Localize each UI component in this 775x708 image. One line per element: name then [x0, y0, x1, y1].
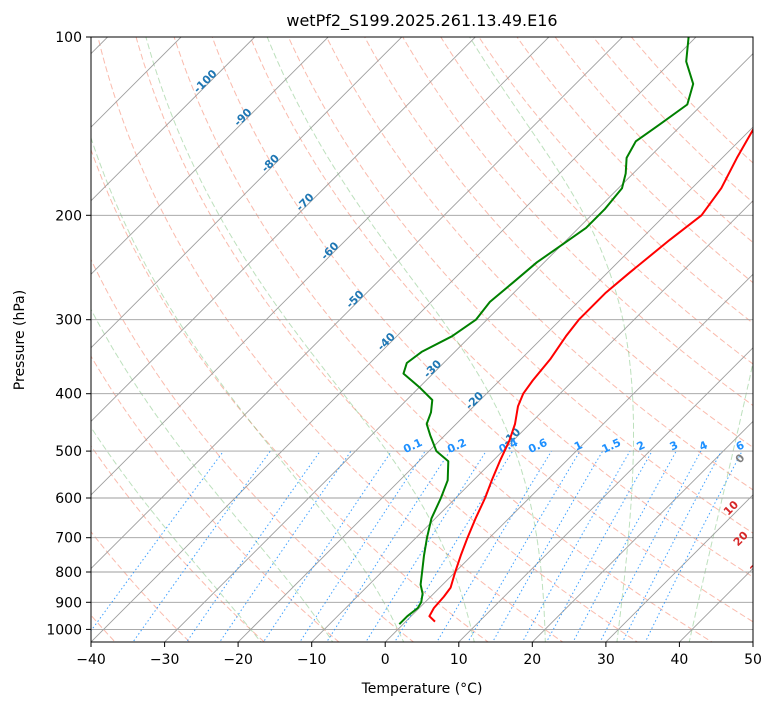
- y-tick-label: 100: [55, 30, 82, 46]
- isotherm-line: [91, 37, 624, 570]
- dry-adiabat: [249, 37, 753, 578]
- y-tick-label: 500: [55, 444, 82, 460]
- background-lines: [91, 37, 753, 642]
- isotherm-line: [531, 420, 753, 642]
- isotherm-line: [163, 52, 753, 642]
- mixing-ratio-line: [132, 450, 271, 642]
- mixing-ratio-line: [545, 450, 653, 642]
- isotherm-line: [91, 37, 403, 349]
- dry-adiabat: [91, 258, 415, 642]
- mixing-ratio-line: [185, 450, 321, 642]
- dry-adiabat: [630, 37, 753, 164]
- dry-adiabat: [91, 531, 191, 642]
- mixing-ratio-line: [436, 450, 552, 642]
- moist-adiabat: [91, 136, 405, 642]
- dry-adiabat: [364, 37, 753, 449]
- mixing-ratio-line: [492, 450, 604, 642]
- dry-adiabat: [287, 37, 753, 534]
- y-tick-label: 700: [55, 531, 82, 547]
- x-tick-label: −20: [223, 652, 253, 668]
- dry-adiabat: [97, 37, 564, 642]
- y-axis-label: Pressure (hPa): [12, 290, 28, 390]
- sounding-profiles: [398, 37, 753, 625]
- isotherm-line: [91, 37, 256, 202]
- y-tick-label: 400: [55, 387, 82, 403]
- y-tick-label: 600: [55, 491, 82, 507]
- axes: −40 −30 −20 −10 0 10 20 30 40 50 100 200 300 400 500 60…: [46, 30, 762, 668]
- isotherm-line: [91, 37, 329, 275]
- y-tick-label: 200: [55, 208, 82, 224]
- dry-adiabat: [91, 148, 489, 642]
- plot-frame: [90, 36, 754, 643]
- x-tick-label: 50: [744, 652, 762, 668]
- temperature-profile: [428, 127, 753, 623]
- mixing-ratio-line: [262, 450, 392, 642]
- y-tick-label: 1000: [46, 622, 82, 638]
- dry-adiabat: [211, 37, 753, 623]
- moist-adiabat-label: 30: [748, 556, 768, 576]
- dry-adiabat: [326, 37, 753, 491]
- isotherm-line: [458, 347, 753, 642]
- x-tick-label: 30: [597, 652, 615, 668]
- dry-adiabat: [91, 355, 340, 642]
- isotherm-line: [311, 200, 753, 642]
- mixing-ratio-line: [299, 450, 426, 642]
- mixing-ratio-line: [219, 450, 352, 642]
- isotherm-line: [91, 37, 697, 642]
- mixing-ratio-line: [467, 450, 581, 642]
- isotherm-line: [91, 37, 476, 422]
- moist-adiabat: [469, 37, 634, 642]
- isotherm-line: [91, 37, 182, 128]
- moist-adiabat: [266, 37, 546, 642]
- dry-adiabat: [554, 37, 753, 244]
- x-tick-label: −30: [150, 652, 180, 668]
- isotherm-line: [384, 273, 753, 642]
- isotherm-line: [91, 37, 550, 496]
- x-tick-label: −40: [76, 652, 106, 668]
- mixing-ratio-line: [326, 450, 451, 642]
- x-tick-label: 0: [381, 652, 390, 668]
- x-axis-label: Temperature (°C): [361, 681, 483, 697]
- x-tick-label: 40: [670, 652, 688, 668]
- isotherm-line: [605, 494, 753, 642]
- y-tick-label: 800: [55, 565, 82, 581]
- x-tick-label: 10: [450, 652, 468, 668]
- dry-adiabat: [135, 37, 639, 642]
- dry-adiabat: [592, 37, 753, 204]
- mixing-ratio-line: [644, 450, 743, 642]
- chart-title: wetPf2_S199.2025.261.13.49.E16: [286, 11, 557, 31]
- x-tick-label: −10: [297, 652, 327, 668]
- isotherm-line: [237, 126, 753, 642]
- dewpoint-profile: [398, 37, 695, 625]
- moist-adiabat: [91, 426, 262, 642]
- moist-adiabat: [91, 308, 334, 642]
- dry-adiabat: [173, 37, 713, 642]
- y-tick-label: 900: [55, 595, 82, 611]
- y-tick-label: 300: [55, 313, 82, 329]
- x-tick-label: 20: [523, 652, 541, 668]
